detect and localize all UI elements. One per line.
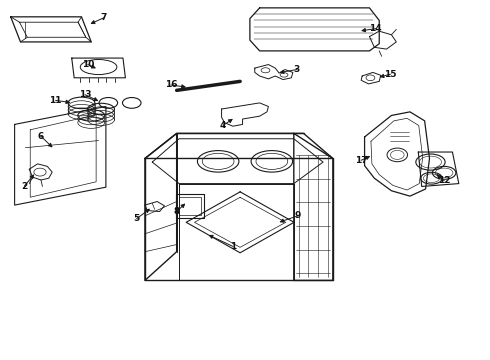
Text: 14: 14 xyxy=(369,24,382,33)
Text: 9: 9 xyxy=(294,211,301,220)
Text: 6: 6 xyxy=(38,132,44,141)
Text: 17: 17 xyxy=(355,156,368,165)
Text: 4: 4 xyxy=(220,121,226,130)
Text: 12: 12 xyxy=(438,176,450,185)
Text: 3: 3 xyxy=(294,65,300,74)
Text: 1: 1 xyxy=(230,242,236,251)
Text: 7: 7 xyxy=(100,13,107,22)
Text: 13: 13 xyxy=(79,90,91,99)
Text: 5: 5 xyxy=(133,214,140,223)
Text: 10: 10 xyxy=(82,60,94,69)
Text: 8: 8 xyxy=(173,207,180,216)
Text: 2: 2 xyxy=(21,181,27,190)
Text: 15: 15 xyxy=(384,70,397,79)
Text: 16: 16 xyxy=(165,81,177,90)
Text: 11: 11 xyxy=(49,96,62,105)
